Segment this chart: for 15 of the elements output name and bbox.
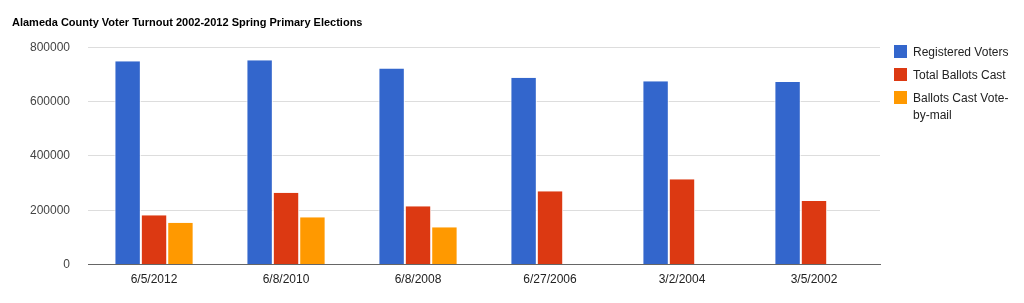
y-tick-label: 400000 — [30, 148, 71, 163]
x-tick-label: 6/8/2008 — [394, 272, 442, 287]
legend-label: Registered Voters — [913, 44, 1009, 61]
y-tick-label: 800000 — [30, 39, 71, 54]
x-tick-label: 6/27/2006 — [523, 272, 578, 287]
y-tick-label: 0 — [63, 256, 71, 271]
legend-label: Total Ballots Cast — [913, 67, 1006, 84]
legend-label: Ballots Cast Vote-by-mail — [913, 90, 1010, 124]
y-tick-label: 600000 — [30, 93, 71, 108]
x-tick-label: 3/2/2004 — [658, 272, 706, 287]
x-tick-label: 3/5/2002 — [790, 272, 838, 287]
y-tick-label: 200000 — [30, 202, 71, 217]
x-tick-label: 6/8/2010 — [262, 272, 310, 287]
chart-title: Alameda County Voter Turnout 2002-2012 Spring Primary Elections — [12, 15, 363, 28]
x-tick-label: 6/5/2012 — [130, 272, 178, 287]
